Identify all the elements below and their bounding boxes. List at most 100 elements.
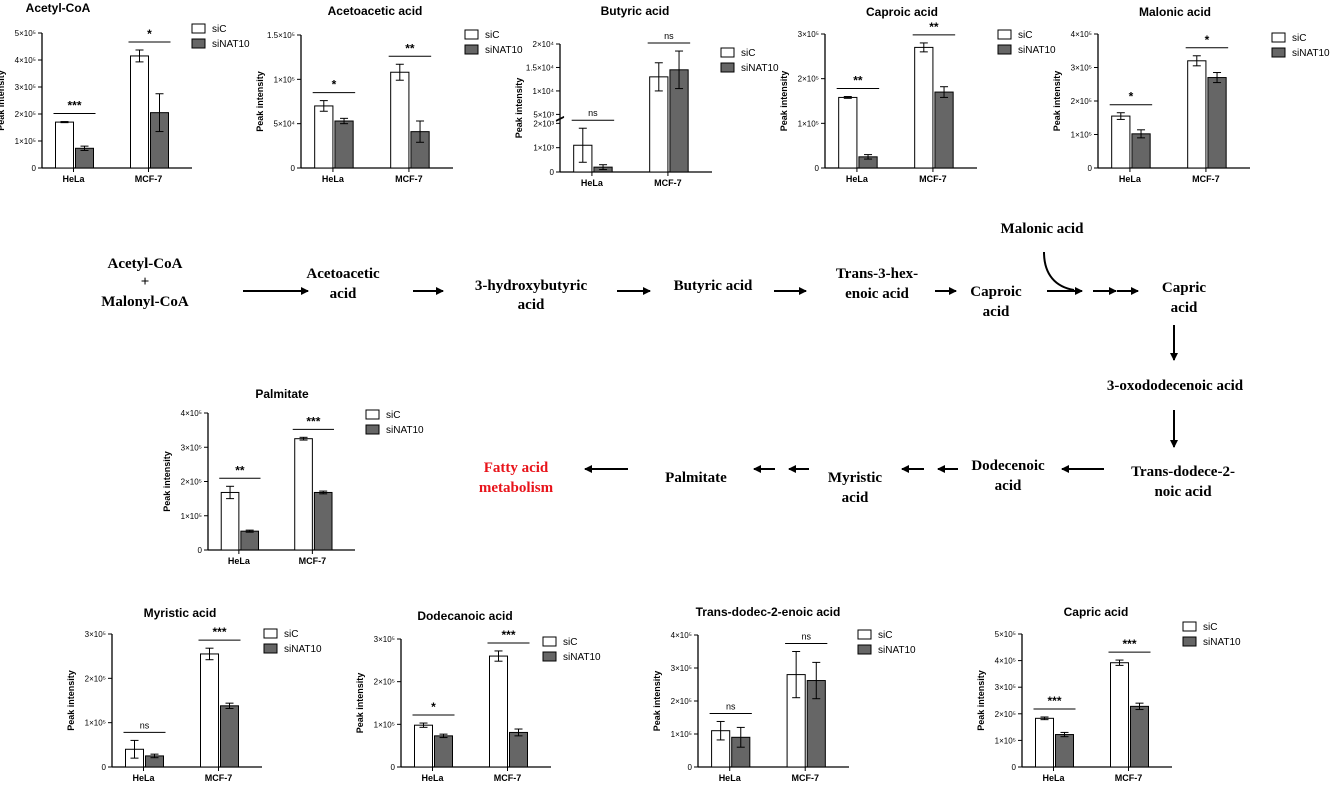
y-axis-label: Peak intensity [514,78,524,139]
bar-sic-hela [1035,717,1054,768]
chart-palmitate: Palmitate 0 1×10⁵ 2×10⁵ 3×10⁵ 4×10⁵ Peak inten… [162,387,424,566]
x-tick-label: HeLa [1042,773,1065,783]
bar-sic-mcf-7 [294,438,313,551]
legend-swatch-sic [1271,32,1286,43]
y-tick-label: 2×10⁵ [798,75,819,84]
significance-label: * [332,78,337,92]
y-tick-label: 2×10³ [533,119,554,128]
legend-label-sic: siC [212,24,226,35]
node-transdodece-line2: noic acid [1154,484,1212,500]
chart-legend: siC siNAT10 [857,629,916,656]
significance-label: ** [929,20,939,34]
y-tick-label: 3×10⁵ [15,83,36,92]
chart-legend: siC siNAT10 [542,636,601,663]
y-tick-label: 0 [688,763,693,772]
x-tick-label: MCF-7 [919,174,947,184]
bar-sic-mcf-7 [1110,662,1129,768]
y-axis-label: Peak intensity [1052,71,1062,132]
significance-label: * [147,27,152,41]
chart-myristic: Myristic acid 0 1×10⁵ 2×10⁵ 3×10⁵ Peak intens… [66,606,322,783]
chart-title: Acetoacetic acid [328,4,423,18]
y-tick-label: 1×10³ [533,144,554,153]
chart-legend: siC siNAT10 [263,628,322,655]
node-acetoacetic-line2: acid [330,286,357,302]
x-tick-label: MCF-7 [205,773,233,783]
significance-label: ** [405,41,415,55]
y-tick-label: 0 [198,546,203,555]
chart-title: Dodecanoic acid [417,609,512,623]
legend-label-sinat10: siNAT10 [284,644,322,655]
bar-sinat10-mcf-7 [1207,77,1227,169]
legend-swatch-sinat10 [464,44,479,55]
bar-sinat10-mcf-7 [313,491,333,551]
y-tick-label: 3×10⁵ [671,664,692,673]
chart-legend: siC siNAT10 [191,23,250,50]
chart-transdodec: Trans-dodec-2-enoic acid 0 1×10⁵ 2×10⁵ 3×10⁵… [652,605,916,783]
node-acetyl-coa: Acetyl-CoA [108,256,183,272]
legend-swatch-sic [464,29,479,40]
significance-label: *** [67,99,81,113]
x-tick-label: HeLa [581,178,604,188]
x-tick-label: MCF-7 [791,773,819,783]
significance-label: *** [212,625,226,639]
y-tick-label: 4×10⁵ [1071,30,1092,39]
significance-label: ns [726,701,736,711]
y-tick-label: 1×10⁵ [374,720,395,729]
bar-sinat10-hela [1131,133,1151,169]
x-tick-label: MCF-7 [1192,174,1220,184]
bar-sic-mcf-7 [1187,60,1207,169]
bar-sic-hela [1111,115,1131,169]
x-tick-label: HeLa [421,773,444,783]
y-tick-label: 2×10⁵ [671,697,692,706]
significance-label: ns [588,108,598,118]
bar-sinat10-hela [334,120,354,169]
bar-sic-mcf-7 [489,655,508,768]
y-tick-label: 1×10⁵ [995,736,1016,745]
bar-sinat10-mcf-7 [934,91,954,169]
x-tick-label: HeLa [62,174,85,184]
node-palmitate: Palmitate [665,470,727,486]
y-tick-label: 2×10⁵ [1071,97,1092,106]
y-tick-label: 1×10⁵ [85,719,106,728]
x-tick-label: HeLa [132,773,155,783]
y-axis-label: Peak intensity [976,670,986,731]
y-axis-label: Peak intensity [779,71,789,132]
node-dodecenoic-line1: Dodecenoic [971,458,1045,474]
y-tick-label: 3×10⁵ [374,635,395,644]
y-tick-label: 1×10⁵ [181,512,202,521]
significance-label: ns [801,632,811,642]
x-tick-label: HeLa [719,773,742,783]
legend-label-sinat10: siNAT10 [1018,45,1056,56]
node-myristic-line1: Myristic [828,470,882,486]
y-tick-label: 3×10⁵ [995,683,1016,692]
significance-label: ns [140,720,150,730]
node-capric-line2: acid [1171,300,1198,316]
legend-label-sic: siC [1203,622,1217,633]
chart-legend: siC siNAT10 [720,47,779,74]
legend-label-sic: siC [563,637,577,648]
legend-swatch-sinat10 [365,424,380,435]
y-tick-label: 1×10⁵ [798,119,819,128]
bar-sic-hela [414,724,433,768]
node-plus: + [141,274,150,290]
legend-label-sinat10: siNAT10 [741,63,779,74]
chart-acetylcoa: Acetyl-CoA 0 1×10⁵ 2×10⁵ 3×10⁵ 4×10⁵ 5×10⁵ Peak… [0,1,250,184]
legend-swatch-sic [365,409,380,420]
y-tick-label: 2×10⁵ [15,110,36,119]
legend-swatch-sic [263,628,278,639]
node-malonic: Malonic acid [1001,221,1085,237]
x-tick-label: HeLa [846,174,869,184]
chart-acetoacetic: Acetoacetic acid 0 5×10⁴ 1×10⁵ 1.5×10⁵ Peak i… [255,4,523,184]
significance-label: * [431,700,436,714]
bar-sic-hela [838,96,858,169]
x-tick-label: MCF-7 [135,174,163,184]
node-caproic-line1: Caproic [970,284,1022,300]
chart-title: Myristic acid [144,606,217,620]
axis-break-mark [555,116,565,122]
chart-title: Acetyl-CoA [26,1,91,15]
y-tick-label: 3×10⁵ [1071,64,1092,73]
bar-sic-hela [55,121,74,169]
y-axis-label: Peak intensity [355,673,365,734]
bar-sinat10-hela [240,530,260,551]
chart-title: Trans-dodec-2-enoic acid [696,605,841,619]
